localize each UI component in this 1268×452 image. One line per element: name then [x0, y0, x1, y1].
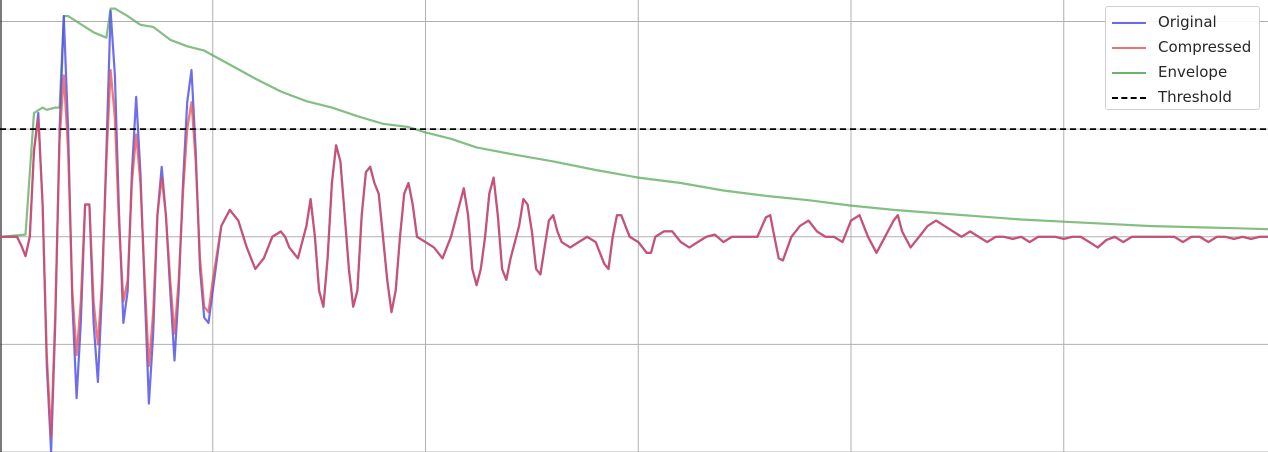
legend-swatch-envelope	[1112, 72, 1146, 74]
legend: Original Compressed Envelope Threshold	[1105, 6, 1260, 110]
legend-label: Envelope	[1158, 63, 1228, 81]
legend-item-envelope: Envelope	[1106, 60, 1259, 85]
legend-swatch-threshold	[1112, 97, 1146, 99]
series-line-original	[0, 9, 1268, 452]
legend-item-compressed: Compressed	[1106, 35, 1259, 60]
series-layer	[0, 7, 1268, 452]
legend-label: Compressed	[1158, 38, 1252, 56]
legend-item-threshold: Threshold	[1106, 85, 1259, 110]
legend-label: Original	[1158, 13, 1217, 31]
legend-swatch-original	[1112, 22, 1146, 24]
series-line-compressed	[0, 68, 1268, 437]
series-line-envelope	[0, 7, 1268, 238]
legend-item-original: Original	[1106, 10, 1259, 35]
legend-label: Threshold	[1158, 88, 1232, 106]
legend-swatch-compressed	[1112, 47, 1146, 49]
